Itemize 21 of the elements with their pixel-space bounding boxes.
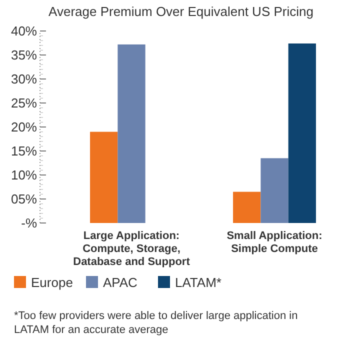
y-tick-label: 15% — [10, 144, 38, 159]
y-tick-label: 10% — [10, 168, 38, 183]
chart-title: Average Premium Over Equivalent US Pricing — [48, 4, 314, 19]
y-tick-label: -% — [21, 216, 38, 231]
bar — [90, 132, 118, 223]
legend-label: APAC — [103, 275, 138, 290]
y-tick-label: 40% — [10, 24, 38, 39]
x-tick-label: Small Application: Simple Compute — [226, 230, 322, 255]
y-tick-label: 05% — [10, 192, 38, 207]
bar — [288, 43, 316, 223]
legend-label: LATAM* — [175, 275, 222, 290]
y-tick-label: 30% — [10, 72, 38, 87]
legend-label: Europe — [31, 275, 73, 290]
y-tick-label: 25% — [10, 96, 38, 111]
y-tick-label: 35% — [10, 48, 38, 63]
x-tick-label: Large Application: Compute, Storage, Database and Support — [73, 230, 190, 268]
bar — [118, 44, 146, 223]
text: *Too few providers were able to deliver large application in LATAM for an accurate average — [14, 310, 298, 336]
y-tick-label: 20% — [10, 120, 38, 135]
bar — [233, 192, 261, 223]
bar — [260, 158, 288, 223]
